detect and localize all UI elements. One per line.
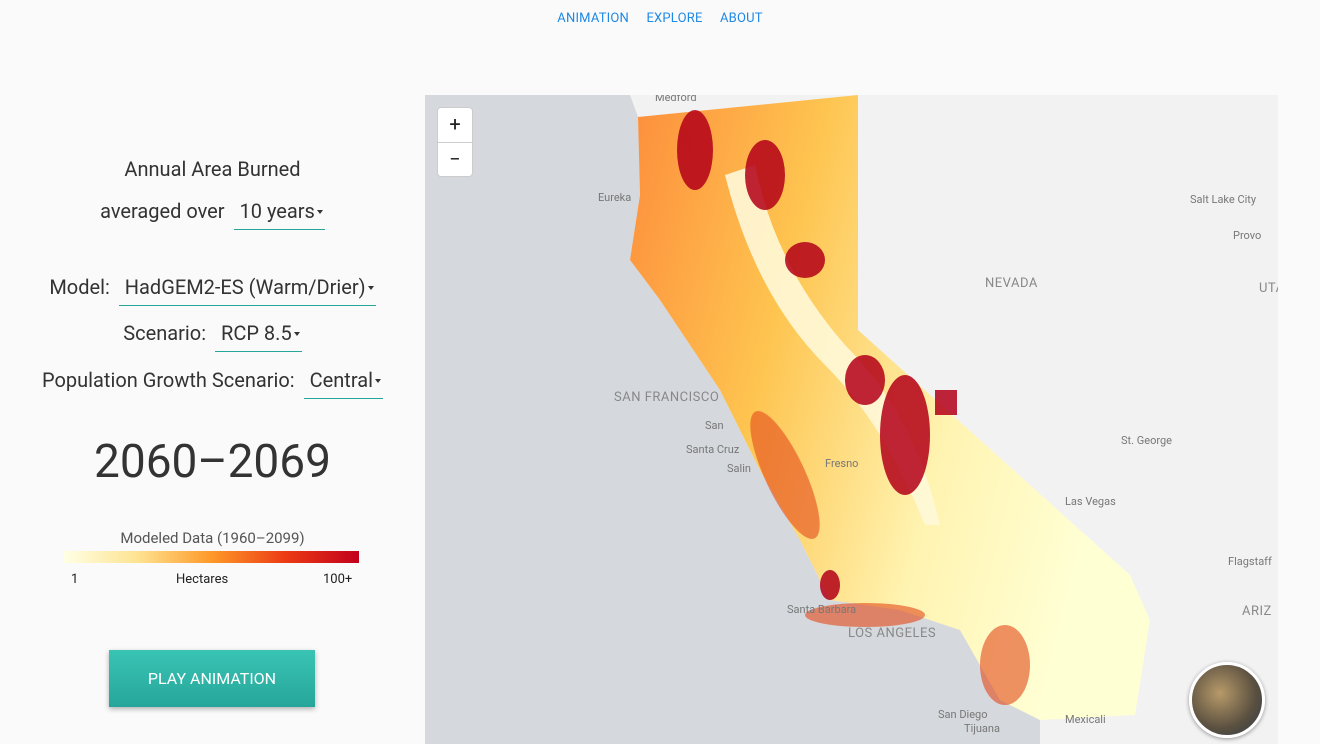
legend-max: 100+ [323, 572, 353, 587]
nav-link[interactable]: ABOUT [719, 11, 763, 26]
model-row: Model: HadGEM2-ES (Warm/Drier) [0, 275, 425, 306]
map-label: Salt Lake City [1190, 193, 1257, 206]
population-select[interactable]: Central [303, 368, 383, 399]
scenario-row: Scenario: RCP 8.5 [0, 321, 425, 352]
map-label: Las Vegas [1065, 495, 1116, 508]
title: Annual Area Burned [124, 157, 301, 181]
map-label: St. George [1121, 434, 1172, 447]
legend-bar [64, 551, 359, 563]
model-select[interactable]: HadGEM2-ES (Warm/Drier) [118, 275, 376, 306]
map-label: Santa Cruz [686, 443, 740, 456]
zoom-control: + − [437, 107, 473, 177]
hotspots [677, 110, 957, 600]
ocean [425, 95, 1040, 744]
map-label: Fresno [825, 457, 858, 470]
map-label: ARIZ [1242, 604, 1272, 619]
map-label: Tijuana [964, 722, 1000, 735]
model-label: Model: [49, 275, 110, 299]
map-label: Medford [655, 95, 697, 104]
zoom-in[interactable]: + [438, 108, 472, 143]
map-label: Provo [1233, 229, 1261, 242]
map-label: San Diego [938, 708, 988, 721]
play-button[interactable]: PLAY ANIMATION [109, 650, 315, 707]
averaged-label: averaged over [100, 199, 225, 223]
nav-link[interactable]: ANIMATION [557, 11, 630, 26]
years: 2060–2069 [93, 435, 331, 489]
map-canvas: Medford Eureka Salt Lake City Provo NEVADA UT… [425, 95, 1278, 744]
map-label: Flagstaff [1228, 555, 1272, 568]
legend-unit: Hectares [176, 572, 229, 587]
title-row: averaged over 10 years [0, 199, 425, 230]
scenario-select[interactable]: RCP 8.5 [215, 321, 302, 352]
map-label: Santa Barbara [787, 603, 856, 616]
map-label: SAN FRANCISCO [614, 390, 719, 405]
legend-title: Modeled Data (1960–2099) [120, 529, 305, 547]
hotspots-secondary [750, 410, 1030, 705]
population-label: Population Growth Scenario: [42, 368, 295, 392]
nav-link[interactable]: EXPLORE [646, 11, 703, 26]
map-label: San [705, 419, 724, 432]
scenario-label: Scenario: [123, 321, 207, 345]
basemap-toggle[interactable] [1189, 662, 1265, 738]
map[interactable]: Medford Eureka Salt Lake City Provo NEVADA UT… [425, 95, 1278, 744]
nav-bar: ANIMATION EXPLORE ABOUT [0, 11, 1320, 26]
period-select[interactable]: 10 years [233, 199, 325, 230]
map-label: Salin [727, 462, 751, 475]
map-label: NEVADA [985, 276, 1038, 291]
map-label: LOS ANGELES [848, 626, 936, 641]
map-label: Mexicali [1065, 713, 1106, 726]
population-row: Population Growth Scenario: Central [0, 368, 425, 399]
zoom-out[interactable]: − [449, 147, 461, 171]
map-label: Eureka [598, 191, 631, 204]
legend-min: 1 [71, 572, 79, 587]
map-label: UTA [1259, 281, 1278, 296]
